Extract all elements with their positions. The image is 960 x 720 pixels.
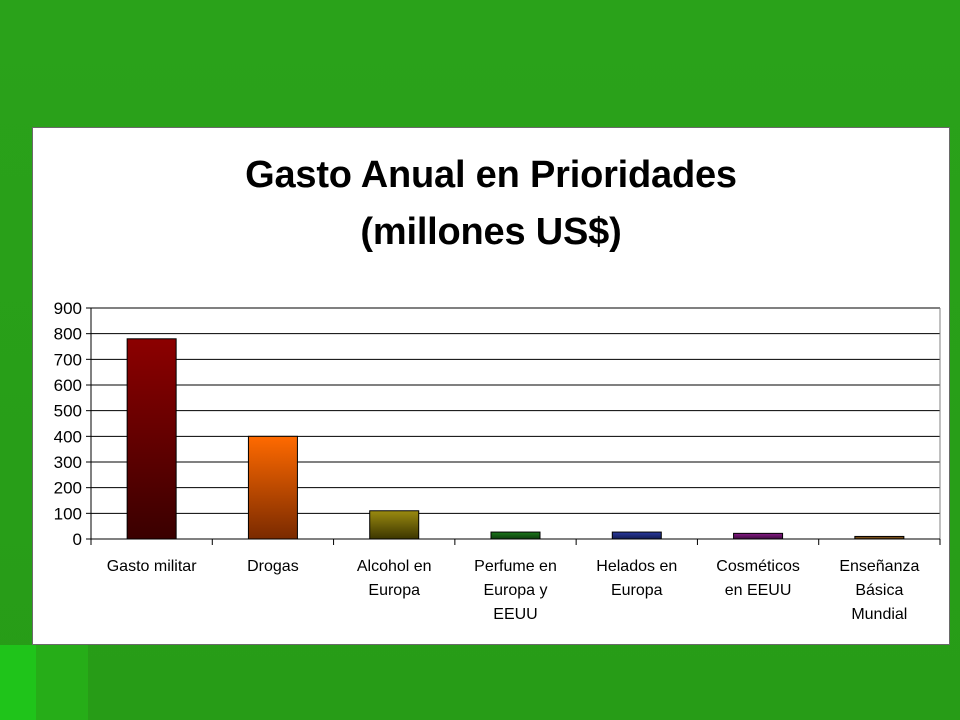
y-tick-label: 800 — [54, 325, 82, 344]
x-category-label: EEUU — [493, 606, 537, 623]
x-category-label: Perfume en — [474, 558, 557, 575]
chart-panel: Gasto Anual en Prioridades (millones US$… — [32, 127, 950, 645]
y-tick-label: 700 — [54, 350, 82, 369]
x-category-label: en EEUU — [725, 582, 792, 599]
y-tick-label: 0 — [73, 530, 82, 549]
bar — [733, 532, 784, 540]
decorative-strip — [0, 645, 36, 720]
bar — [369, 510, 420, 540]
y-tick-label: 400 — [54, 427, 82, 446]
bar — [490, 531, 541, 540]
bar-chart: 0 100 200 300 400 500 600 700 800 900 Gasto milita… — [54, 299, 941, 623]
chart-title: Gasto Anual en Prioridades — [245, 154, 737, 196]
x-category-label: Drogas — [247, 558, 299, 575]
x-category-label: Helados en — [596, 558, 677, 575]
x-category-label: Europa y — [483, 582, 547, 599]
y-tick-label: 600 — [54, 376, 82, 395]
x-category-label: Básica — [855, 582, 903, 599]
y-tick-label: 900 — [54, 299, 82, 318]
x-category-label: Enseñanza — [839, 558, 919, 575]
bar — [126, 338, 177, 540]
x-category-label: Alcohol en — [357, 558, 432, 575]
y-tick-label: 300 — [54, 453, 82, 472]
x-category-label: Europa — [611, 582, 663, 599]
decorative-strip — [36, 645, 88, 720]
x-category-label: Gasto militar — [107, 558, 197, 575]
y-tick-label: 500 — [54, 402, 82, 421]
y-tick-label: 200 — [54, 479, 82, 498]
bar — [611, 531, 662, 540]
y-tick-label: 100 — [54, 504, 82, 523]
bar — [247, 435, 298, 540]
x-category-label: Cosméticos — [716, 558, 800, 575]
x-category-label: Europa — [368, 582, 420, 599]
x-category-label: Mundial — [851, 606, 907, 623]
chart-subtitle: (millones US$) — [360, 211, 622, 253]
